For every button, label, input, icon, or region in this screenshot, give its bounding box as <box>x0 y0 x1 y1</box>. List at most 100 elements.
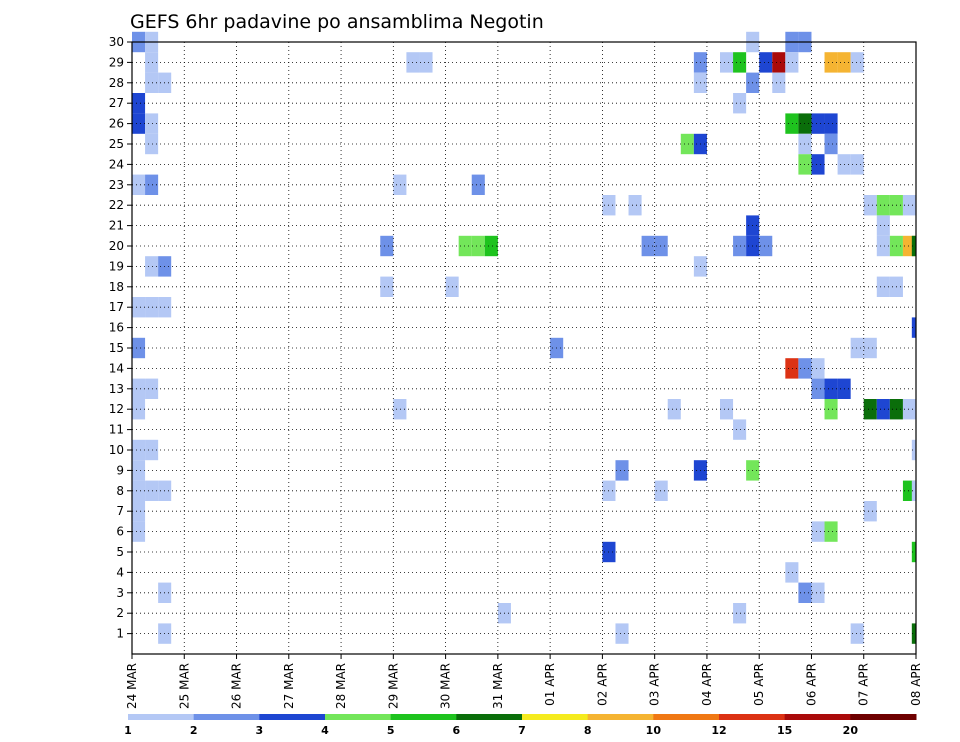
precip-cell <box>811 113 825 134</box>
precip-cell <box>850 52 864 73</box>
precip-cell <box>824 378 838 399</box>
precip-cell <box>615 623 629 644</box>
x-tick-label: 07 APR <box>857 663 871 706</box>
colorbar-label: 6 <box>453 724 461 737</box>
y-tick-label: 30 <box>109 35 124 49</box>
precip-cell <box>680 133 694 155</box>
precip-cell <box>863 501 877 522</box>
precip-cell <box>132 93 146 114</box>
precip-cell <box>145 52 159 73</box>
precip-cell <box>615 460 629 481</box>
precip-cell <box>785 562 799 583</box>
y-tick-label: 26 <box>109 117 124 131</box>
colorbar-swatch <box>522 714 589 720</box>
precip-cell <box>720 52 734 73</box>
precip-cell <box>911 317 916 338</box>
x-tick-label: 31 MAR <box>491 663 505 709</box>
precip-cell <box>876 276 890 297</box>
precip-cell <box>876 215 890 236</box>
precip-cell <box>824 52 838 73</box>
precip-cell <box>824 133 838 155</box>
precip-cell <box>785 358 799 379</box>
precip-cell <box>911 541 916 563</box>
colorbar-swatch <box>653 714 720 720</box>
colorbar-label: 5 <box>387 724 395 737</box>
precip-cell <box>132 378 146 399</box>
x-tick-label: 30 MAR <box>439 663 453 709</box>
colorbar-swatch <box>325 714 392 720</box>
x-tick-label: 01 APR <box>543 663 557 706</box>
colorbar-swatch <box>784 714 851 720</box>
precip-cell <box>850 154 864 175</box>
precip-cell <box>471 174 485 195</box>
y-tick-label: 4 <box>116 565 124 579</box>
chart-title: GEFS 6hr padavine po ansamblima Negotin <box>130 11 544 33</box>
precip-cell <box>393 174 407 195</box>
y-tick-label: 29 <box>109 55 124 69</box>
y-axis: 1234567891011121314151617181920212223242… <box>109 35 132 641</box>
precip-cell <box>733 235 747 257</box>
precip-cell <box>132 399 146 420</box>
precip-cell <box>785 113 799 134</box>
colorbar-label: 1 <box>124 724 132 737</box>
precip-cell <box>733 52 747 73</box>
y-tick-label: 20 <box>109 239 124 253</box>
y-tick-label: 19 <box>109 259 124 273</box>
colorbar-label: 2 <box>190 724 198 737</box>
y-tick-label: 12 <box>109 402 124 416</box>
precip-cell <box>654 480 668 501</box>
x-axis: 24 MAR 25 MAR 26 MAR 27 MAR 28 MAR 29 MAR 30 M… <box>125 654 923 709</box>
precip-cell <box>863 337 877 359</box>
precip-cell <box>145 133 159 155</box>
precip-cell <box>902 399 916 420</box>
precip-cell <box>863 195 877 216</box>
precip-cell <box>471 235 485 257</box>
y-tick-label: 21 <box>109 219 124 233</box>
precip-cell <box>145 113 159 134</box>
precip-cell <box>628 195 642 216</box>
colorbar-label: 15 <box>777 724 792 737</box>
precip-cell <box>911 480 916 501</box>
x-tick-label: 28 MAR <box>334 663 348 709</box>
precip-cell <box>458 235 472 257</box>
colorbar-label: 10 <box>646 724 662 737</box>
y-tick-label: 25 <box>109 137 124 151</box>
precip-cell <box>824 113 838 134</box>
precip-cell <box>863 399 877 420</box>
y-tick-label: 16 <box>109 321 124 335</box>
x-tick-label: 29 MAR <box>386 663 400 709</box>
precip-cell <box>654 235 668 257</box>
x-tick-label: 05 APR <box>752 663 766 706</box>
precip-cell <box>145 480 159 501</box>
precip-cell <box>911 623 916 644</box>
gridlines <box>132 42 916 654</box>
precip-cell <box>484 235 498 257</box>
x-tick-label: 06 APR <box>804 663 818 706</box>
colorbar-swatch <box>390 714 457 720</box>
precip-cell <box>733 603 747 624</box>
y-tick-label: 11 <box>109 423 124 437</box>
precip-cell <box>876 399 890 420</box>
precip-cell <box>911 235 916 257</box>
precip-cell <box>759 235 773 257</box>
y-tick-label: 13 <box>109 382 124 396</box>
precip-cell <box>132 174 146 195</box>
precip-cell <box>902 195 916 216</box>
precip-cell <box>772 52 786 73</box>
x-tick-label: 24 MAR <box>125 663 139 709</box>
precip-cell <box>393 399 407 420</box>
y-tick-label: 9 <box>116 463 124 477</box>
colorbar-label: 8 <box>584 724 592 737</box>
y-tick-label: 1 <box>116 627 124 641</box>
precip-cell <box>145 174 159 195</box>
colorbar-label: 4 <box>321 724 329 737</box>
precip-cell <box>145 439 159 461</box>
colorbar-swatch <box>850 714 917 720</box>
precip-cell <box>850 623 864 644</box>
x-tick-label: 03 APR <box>648 663 662 706</box>
colorbar-label: 20 <box>843 724 859 737</box>
precip-cell <box>667 399 681 420</box>
x-tick-label: 25 MAR <box>177 663 191 709</box>
precip-cell <box>759 52 773 73</box>
x-tick-label: 26 MAR <box>230 663 244 709</box>
